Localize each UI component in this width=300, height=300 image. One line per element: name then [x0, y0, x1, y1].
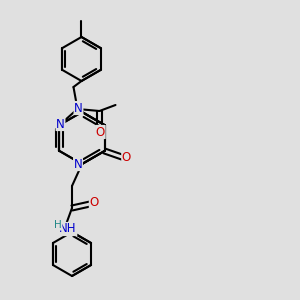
Text: N: N	[56, 118, 65, 130]
Text: O: O	[89, 196, 99, 209]
Text: O: O	[122, 151, 131, 164]
Text: NH: NH	[59, 223, 77, 236]
Text: N: N	[74, 101, 83, 115]
Text: O: O	[96, 125, 105, 139]
Text: H: H	[54, 220, 62, 230]
Text: N: N	[74, 158, 82, 170]
